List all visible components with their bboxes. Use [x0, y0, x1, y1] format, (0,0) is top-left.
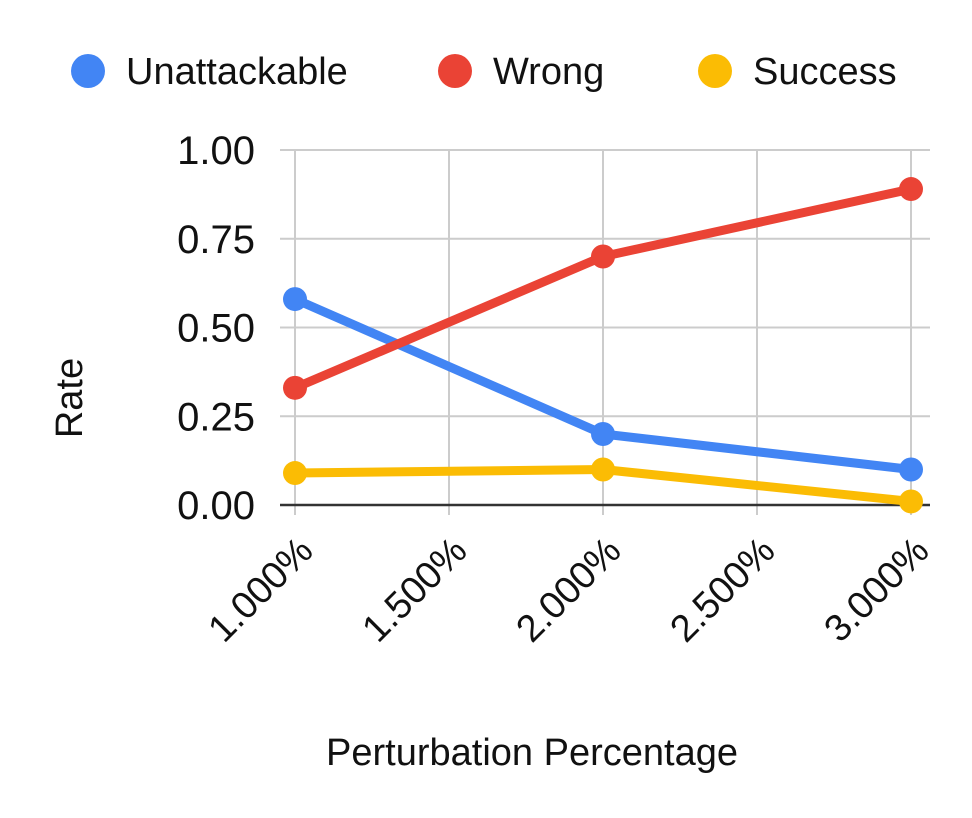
legend-marker-success: [698, 54, 732, 88]
y-axis-ticks: 0.00 0.25 0.50 0.75 1.00: [177, 129, 255, 528]
x-tick-label: 2.000%: [509, 530, 630, 651]
data-point-wrong: [899, 177, 923, 202]
legend-label-wrong: Wrong: [493, 51, 604, 93]
y-tick-label: 0.50: [177, 307, 255, 351]
y-tick-label: 0.25: [177, 395, 255, 439]
x-axis-title: Perturbation Percentage: [326, 732, 738, 774]
y-tick-label: 0.00: [177, 484, 255, 528]
legend-marker-unattackable: [71, 54, 105, 88]
x-axis-ticks: 1.000% 1.500% 2.000% 2.500% 3.000%: [201, 530, 938, 651]
legend: Unattackable Wrong Success: [71, 51, 897, 93]
legend-label-unattackable: Unattackable: [126, 51, 348, 93]
data-point-wrong: [283, 375, 307, 400]
x-tick-label: 1.500%: [355, 530, 476, 651]
data-point-unattackable: [899, 457, 923, 482]
x-tick-label: 2.500%: [663, 530, 784, 651]
data-point-success: [283, 461, 307, 486]
x-tick-label: 1.000%: [201, 530, 322, 651]
legend-marker-wrong: [438, 54, 472, 88]
legend-item-unattackable: Unattackable: [71, 51, 348, 93]
series-layer: [283, 177, 923, 514]
data-point-unattackable: [283, 287, 307, 312]
y-tick-label: 1.00: [177, 129, 255, 173]
legend-item-success: Success: [698, 51, 897, 93]
y-axis-title: Rate: [49, 358, 91, 438]
series-success: [283, 457, 923, 514]
legend-item-wrong: Wrong: [438, 51, 604, 93]
data-point-success: [899, 489, 923, 514]
series-wrong: [283, 177, 923, 400]
data-point-unattackable: [591, 422, 615, 446]
y-tick-label: 0.75: [177, 218, 255, 262]
x-tick-label: 3.000%: [817, 530, 938, 651]
legend-label-success: Success: [753, 51, 897, 93]
grid: [280, 149, 930, 515]
data-point-success: [591, 457, 615, 482]
data-point-wrong: [591, 244, 615, 269]
